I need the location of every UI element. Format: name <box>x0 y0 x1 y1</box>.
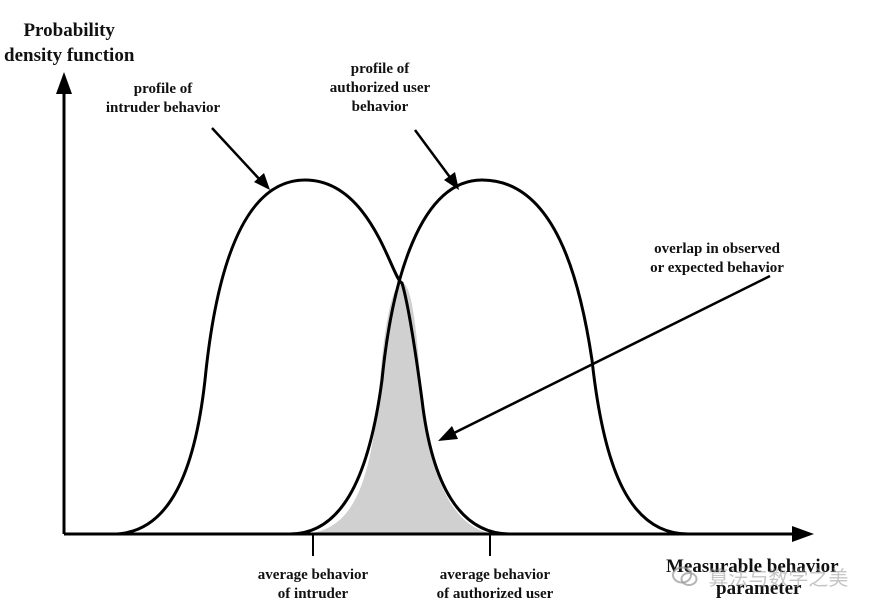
x-axis-label: Measurable behavior parameter <box>666 556 839 600</box>
overlap-label-arrow <box>451 274 771 436</box>
y-axis-label: Probability density function <box>4 18 134 68</box>
x-axis-arrowhead <box>792 526 814 542</box>
authorized-profile-label-line-2: authorized user <box>329 80 431 96</box>
authorized-mean-label-line-1: average behavior <box>439 567 551 583</box>
intruder-label-arrow <box>211 127 263 183</box>
wechat-logo-icon <box>672 566 698 586</box>
authorized-label-arrow <box>413 129 454 181</box>
x-axis-label-line-1: Measurable behavior <box>666 556 839 577</box>
intruder-label-arrowhead <box>254 173 270 190</box>
intruder-profile-label: profile of intruder behavior <box>88 80 238 118</box>
y-axis-label-line-1: Probability <box>23 20 115 41</box>
authorized-label-arrowhead <box>444 172 459 190</box>
watermark: 算法与数学之美 <box>672 562 848 591</box>
authorized-profile-label: profile of authorized user behavior <box>305 60 455 117</box>
overlap-label: overlap in observed or expected behavior <box>622 240 812 278</box>
intruder-mean-label-line-1: average behavior <box>257 567 369 583</box>
intruder-profile-label-line-2: intruder behavior <box>105 100 221 116</box>
y-axis-label-line-2: density function <box>4 45 135 66</box>
authorized-mean-label-line-2: of authorized user <box>436 586 554 602</box>
authorized-mean-label: average behavior of authorized user <box>410 566 580 604</box>
x-axis-label-line-2: parameter <box>716 578 802 599</box>
authorized-curve <box>289 178 689 536</box>
intruder-profile-label-line-1: profile of <box>133 81 193 97</box>
intruder-mean-label: average behavior of intruder <box>223 566 403 604</box>
intruder-curve <box>112 178 511 536</box>
overlap-region <box>300 283 500 534</box>
overlap-label-arrowhead <box>438 426 458 441</box>
intruder-mean-label-line-2: of intruder <box>277 586 349 602</box>
overlap-label-line-2: or expected behavior <box>650 260 784 276</box>
authorized-profile-label-line-1: profile of <box>350 61 410 77</box>
overlap-label-line-1: overlap in observed <box>654 241 780 257</box>
watermark-text: 算法与数学之美 <box>708 566 849 590</box>
y-axis-arrowhead <box>56 72 72 94</box>
authorized-profile-label-line-3: behavior <box>351 99 409 115</box>
